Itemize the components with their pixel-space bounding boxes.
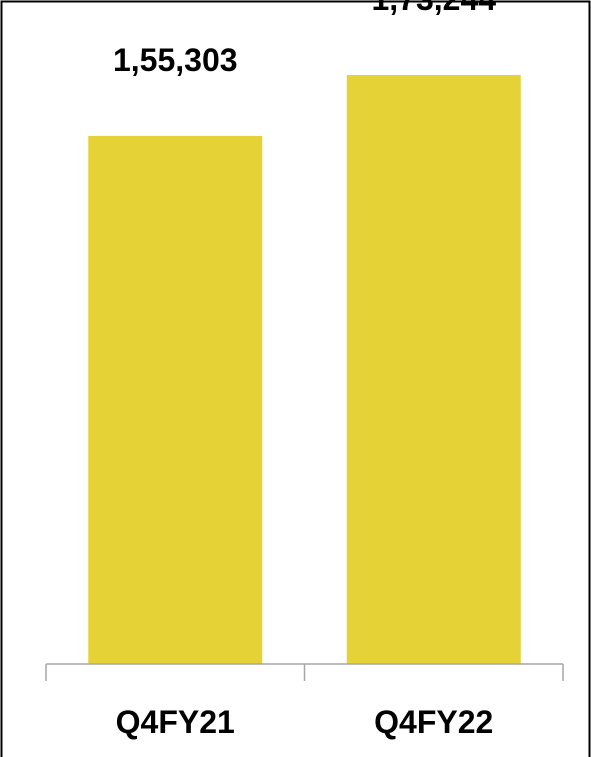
x-axis-ticks: [45, 664, 564, 681]
tick-label-q4fy21: Q4FY21: [116, 704, 235, 740]
bars-group: [88, 74, 521, 665]
x-axis-tick-labels: Q4FY21 Q4FY22: [116, 704, 494, 740]
data-label-q4fy21: 1,55,303: [113, 42, 238, 78]
value-labels-group: 1,55,303 1,73,244: [113, 0, 496, 78]
data-label-q4fy22: 1,73,244: [371, 0, 496, 17]
bar-q4fy21: [88, 135, 263, 665]
bar-q4fy22: [346, 74, 521, 664]
tick-label-q4fy22: Q4FY22: [374, 704, 493, 740]
